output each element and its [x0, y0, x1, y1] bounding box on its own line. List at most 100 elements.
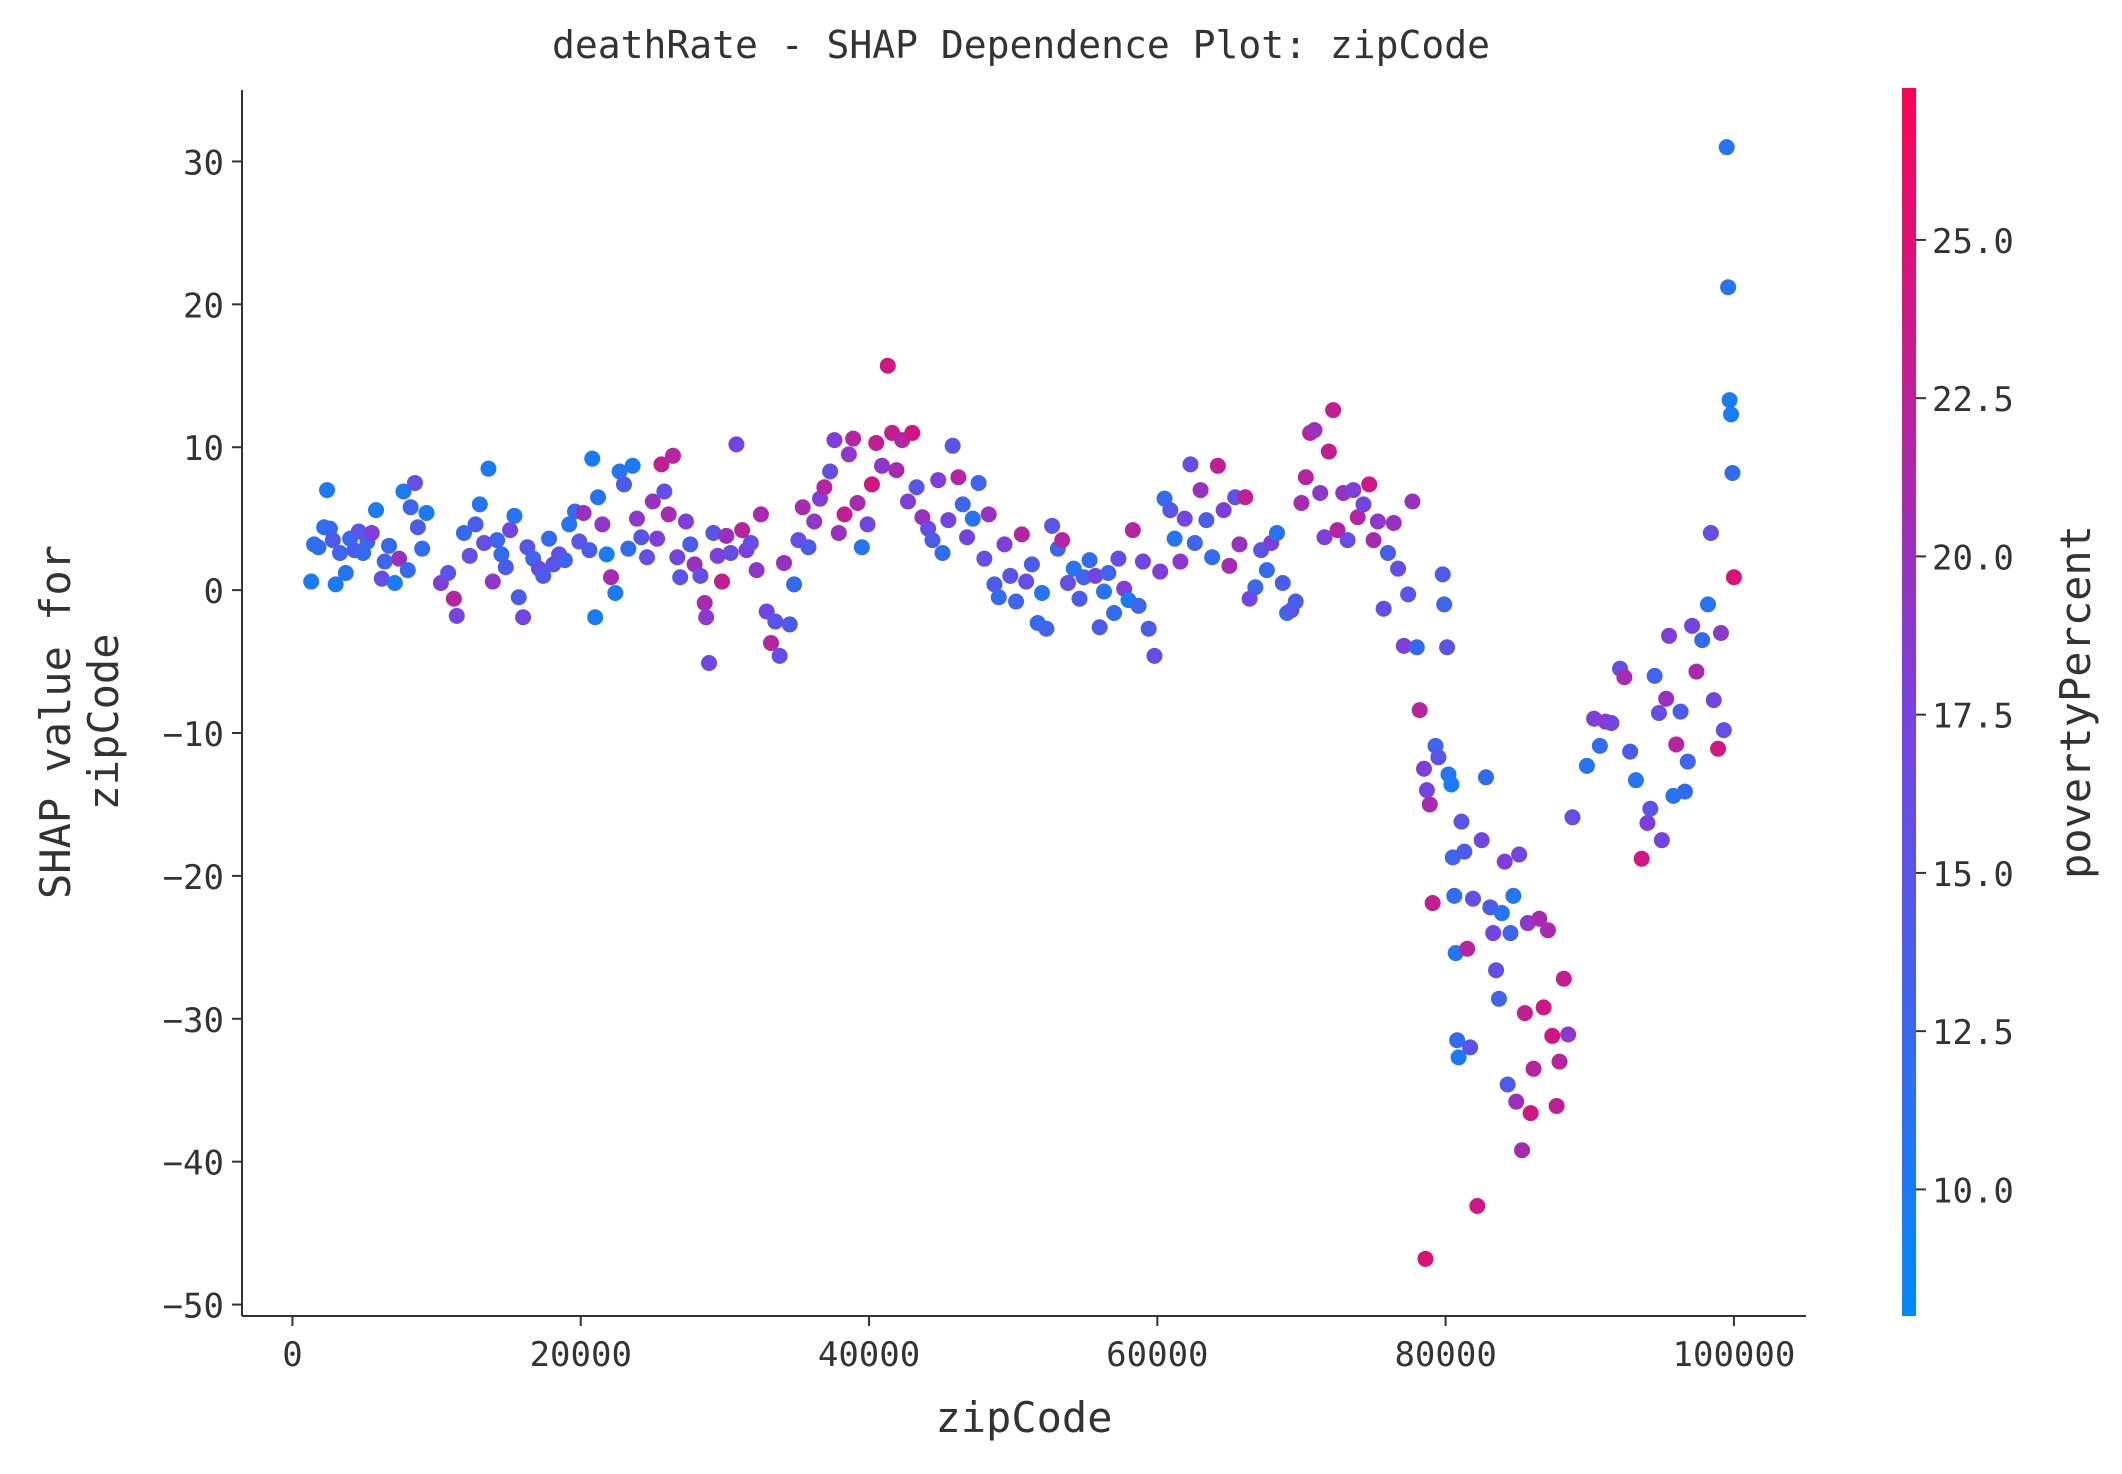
data-point [1591, 737, 1608, 754]
data-point [1166, 530, 1183, 547]
data-point [1676, 783, 1693, 800]
data-point [1274, 574, 1291, 591]
data-point [1465, 890, 1482, 907]
data-point [1221, 557, 1238, 574]
data-point [1038, 620, 1055, 637]
data-point [1204, 549, 1221, 566]
data-point [1100, 564, 1117, 581]
data-point [849, 494, 866, 511]
data-point [535, 567, 552, 584]
data-point [402, 499, 419, 516]
data-point [1361, 476, 1378, 493]
data-point [1560, 1026, 1577, 1043]
data-point [959, 529, 976, 546]
data-point [996, 536, 1013, 553]
colorbar: 10.0 12.5 15.0 17.5 20.0 22.5 25.0 povertyPerc… [1902, 88, 2100, 1316]
data-point [386, 574, 403, 591]
data-point [1329, 522, 1346, 539]
data-point [1349, 509, 1366, 526]
data-point [1404, 493, 1421, 510]
data-point [406, 474, 423, 491]
data-point [471, 496, 488, 513]
data-point [899, 493, 916, 510]
data-point [1339, 532, 1356, 549]
data-point [1679, 753, 1696, 770]
data-point [1355, 496, 1372, 513]
data-point [1424, 895, 1441, 912]
data-point [1417, 1250, 1434, 1267]
data-point [924, 532, 941, 549]
data-point [319, 482, 336, 499]
data-point [826, 432, 843, 449]
data-point [1531, 910, 1548, 927]
data-point [1198, 512, 1215, 529]
data-point [418, 504, 435, 521]
data-point [1622, 743, 1639, 760]
data-point [480, 460, 497, 477]
data-point [1247, 579, 1264, 596]
data-point [1091, 619, 1108, 636]
data-point [1555, 970, 1572, 987]
data-point [1525, 1060, 1542, 1077]
y-axis-label-line-2: zipCode [79, 633, 128, 810]
data-point [859, 516, 876, 533]
x-tick-label: 40000 [818, 1335, 920, 1375]
data-point [709, 547, 726, 564]
y-tick-label: 10 [183, 429, 224, 469]
x-tick-label: 80000 [1394, 1335, 1496, 1375]
data-point [934, 544, 951, 561]
colorbar-tick-label: 20.0 [1932, 538, 2014, 578]
data-point [1694, 632, 1711, 649]
data-point [541, 530, 558, 547]
data-point [775, 554, 792, 571]
data-point [742, 534, 759, 551]
data-point [1439, 639, 1456, 656]
data-point [701, 654, 718, 671]
data-point [440, 564, 457, 581]
data-point [1124, 522, 1141, 539]
data-point [986, 576, 1003, 593]
data-point [1172, 553, 1189, 570]
data-point [484, 573, 501, 590]
data-point [1661, 627, 1678, 644]
data-point [990, 589, 1007, 606]
data-point [1539, 922, 1556, 939]
data-point [1627, 772, 1644, 789]
data-point [337, 564, 354, 581]
data-point [1516, 1005, 1533, 1022]
data-point [781, 616, 798, 633]
data-point [1162, 502, 1179, 519]
data-point [816, 479, 833, 496]
data-point [1705, 692, 1722, 709]
data-point [1130, 597, 1147, 614]
data-point [1209, 457, 1226, 474]
data-point [888, 462, 905, 479]
data-point [611, 463, 628, 480]
data-point [930, 472, 947, 489]
data-point [445, 590, 462, 607]
data-point [1430, 749, 1447, 766]
data-point [1034, 584, 1051, 601]
data-point [1395, 637, 1412, 654]
data-point [944, 437, 961, 454]
data-point [806, 513, 823, 530]
data-point [1477, 769, 1494, 786]
y-tick-label: −40 [163, 1144, 224, 1184]
data-point [1473, 832, 1490, 849]
data-point [594, 516, 611, 533]
data-point [1365, 532, 1382, 549]
data-point [1293, 494, 1310, 511]
data-point [1446, 887, 1463, 904]
data-point [722, 544, 739, 561]
data-point [1418, 782, 1435, 799]
data-point [1668, 736, 1685, 753]
data-point [510, 589, 527, 606]
data-point [705, 524, 722, 541]
y-tick-label: −10 [163, 715, 224, 755]
data-point [1316, 529, 1333, 546]
data-point [1375, 600, 1392, 617]
y-tick-label: 20 [183, 286, 224, 326]
data-point [853, 539, 870, 556]
data-point [590, 489, 607, 506]
data-point [1725, 569, 1742, 586]
